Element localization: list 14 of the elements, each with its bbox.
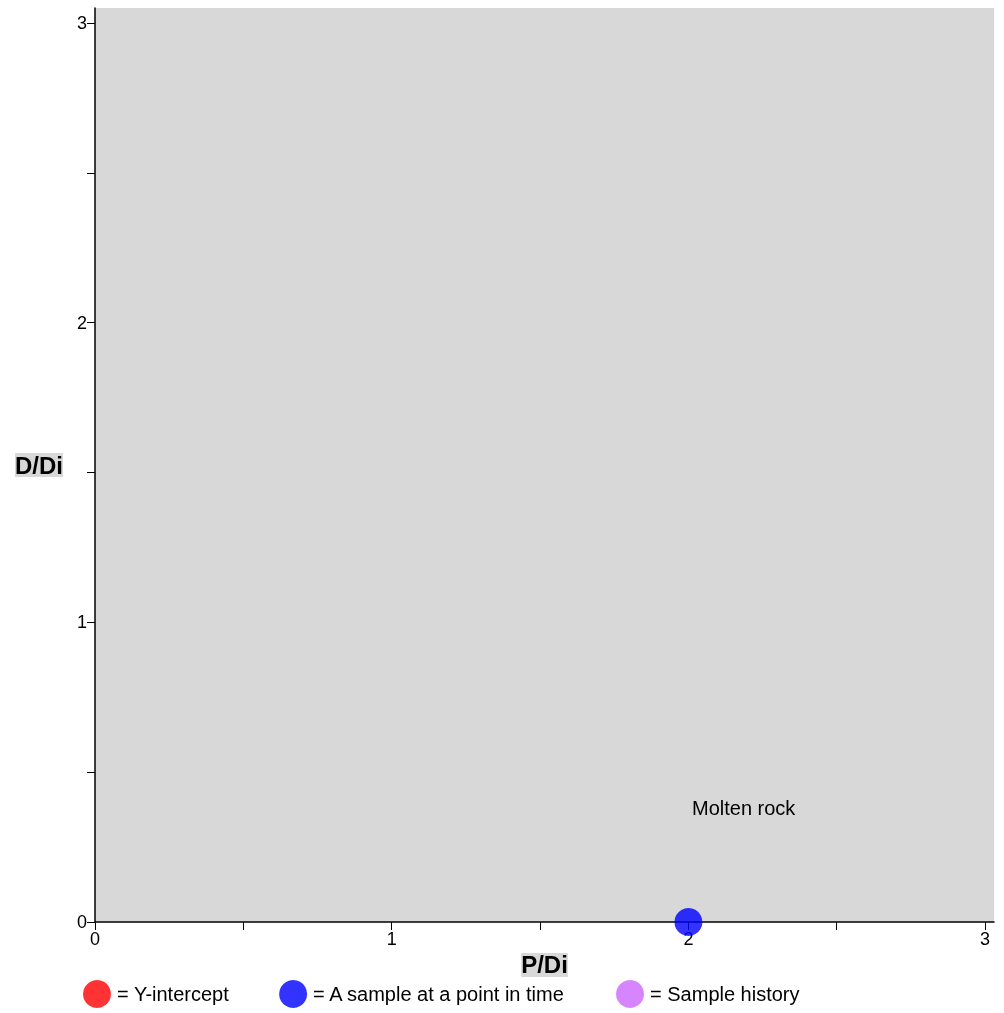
y-tick-label: 1 [76, 612, 87, 633]
x-tick-label: 1 [386, 929, 397, 949]
y-tick-label: 3 [76, 12, 87, 33]
x-tick-label: 2 [683, 929, 694, 949]
y-axis-title: D/Di [15, 451, 63, 479]
x-tick-label: 3 [980, 929, 991, 949]
y-tick-label: 2 [76, 312, 87, 333]
legend-label: = Sample history [650, 983, 800, 1005]
x-axis-title: P/Di [521, 951, 568, 979]
x-tick-label: 0 [89, 929, 101, 949]
annotation: Molten rock [692, 797, 797, 819]
legend-label: = Y-intercept [117, 983, 230, 1005]
legend-label: = A sample at a point in time [313, 983, 564, 1005]
y-tick-label: 0 [76, 912, 87, 932]
